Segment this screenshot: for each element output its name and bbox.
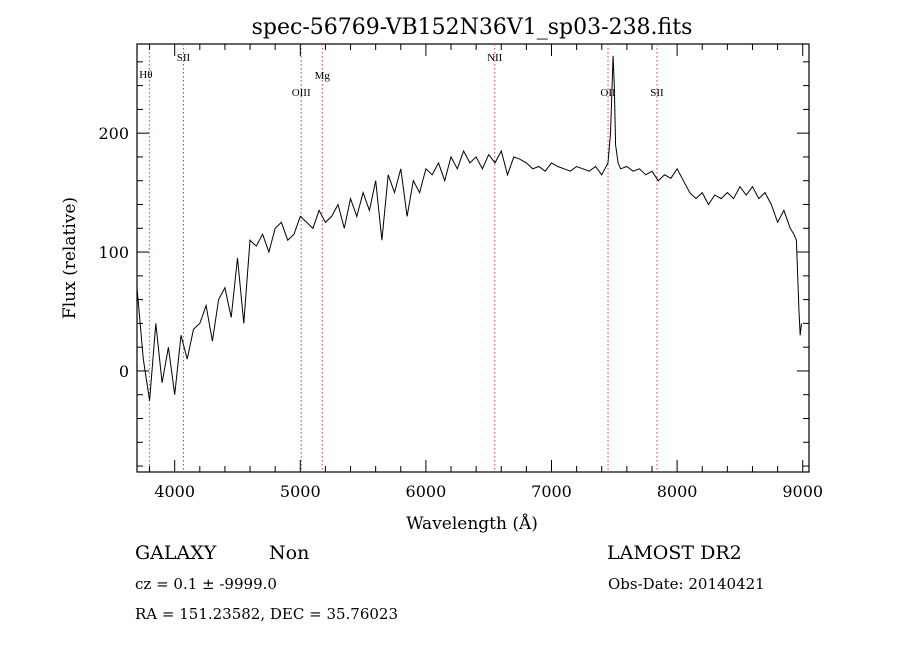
- emission-line-label: Mg: [315, 70, 331, 82]
- object-subclass: Non: [269, 542, 309, 564]
- emission-line-label: SII: [650, 87, 664, 99]
- plot-frame: [136, 43, 810, 473]
- x-axis-label: Wavelength (Å): [406, 513, 538, 534]
- y-tick-label: 200: [98, 124, 129, 143]
- y-axis-label: Flux (relative): [60, 197, 80, 319]
- x-tick-label: 9000: [782, 482, 823, 501]
- emission-line-markers: Hθ SII OIII Mg NII OII SII: [139, 44, 664, 472]
- y-tick-label: 100: [98, 243, 129, 262]
- y-tick-label: 0: [119, 362, 129, 381]
- emission-line-label: SII: [177, 52, 191, 64]
- object-class: GALAXY: [135, 542, 217, 564]
- x-tick-label: 6000: [406, 482, 447, 501]
- x-tick-label: 7000: [531, 482, 572, 501]
- redshift-info: cz = 0.1 ± -9999.0: [135, 575, 277, 593]
- x-tick-label: 4000: [154, 482, 195, 501]
- flux-series-line: [136, 55, 802, 401]
- axis-ticks: [137, 44, 809, 472]
- survey-name: LAMOST DR2: [607, 542, 742, 564]
- emission-line-label: NII: [487, 52, 503, 64]
- emission-line-label: Hθ: [139, 69, 152, 81]
- chart-title: spec-56769-VB152N36V1_sp03-238.fits: [252, 15, 693, 40]
- coordinates: RA = 151.23582, DEC = 35.76023: [135, 605, 398, 623]
- obs-date: Obs-Date: 20140421: [608, 575, 765, 593]
- x-tick-label: 5000: [280, 482, 321, 501]
- emission-line-label: OII: [600, 87, 616, 99]
- x-tick-label: 8000: [657, 482, 698, 501]
- emission-line-label: OIII: [292, 87, 311, 99]
- axis-tick-labels: 4000 5000 6000 7000 8000 9000 0 100 200: [98, 124, 823, 501]
